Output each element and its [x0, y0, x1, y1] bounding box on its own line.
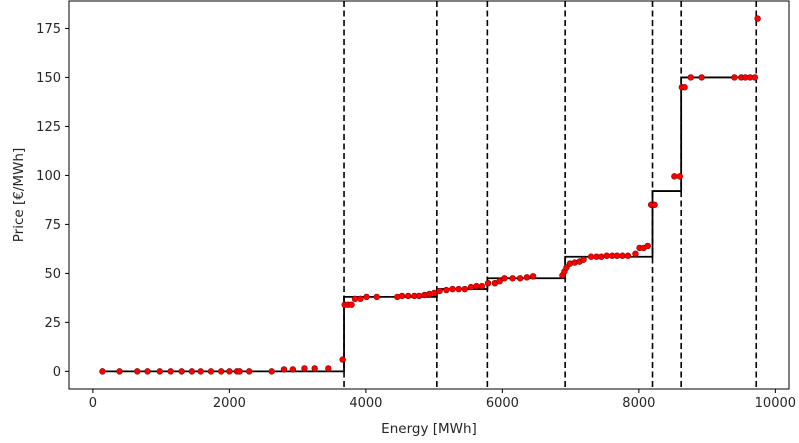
data-point [301, 365, 308, 372]
data-point [226, 368, 233, 375]
data-point [619, 252, 626, 259]
data-point [236, 368, 243, 375]
y-tick-label: 125 [36, 120, 61, 135]
data-point [351, 295, 359, 303]
data-point [116, 368, 123, 375]
axes: 0 2000 4000 6000 8000 10000 0 25 50 75 100 125 150 17… [36, 22, 796, 411]
data-point [197, 368, 204, 375]
data-point [178, 368, 185, 375]
data-point [167, 368, 174, 375]
data-point [624, 252, 632, 259]
data-point [325, 365, 332, 372]
x-tick-label: 4000 [349, 396, 382, 411]
data-point [598, 253, 605, 260]
data-point [311, 365, 318, 372]
data-point [404, 292, 412, 300]
data-point [449, 285, 456, 293]
y-tick-label: 50 [44, 267, 61, 282]
y-tick-label: 0 [53, 365, 61, 380]
data-point [245, 368, 253, 375]
x-tick-label: 2000 [213, 396, 246, 411]
data-point [339, 356, 346, 363]
data-point [587, 253, 595, 260]
y-tick-label: 150 [36, 71, 61, 86]
data-point [217, 368, 225, 375]
data-point [461, 285, 469, 293]
data-point [436, 287, 443, 295]
data-point [676, 173, 684, 180]
data-point [523, 274, 531, 281]
y-tick-label: 75 [44, 218, 61, 233]
data-point [188, 368, 196, 375]
data-point [496, 278, 503, 285]
data-point [484, 279, 492, 287]
data-point [613, 252, 621, 259]
data-point [99, 368, 106, 375]
y-tick-label: 100 [36, 169, 61, 184]
data-point [644, 242, 651, 250]
y-axis-label: Price [€/MWh] [11, 148, 27, 242]
data-point [731, 74, 738, 81]
data-point [280, 366, 288, 373]
data-point [681, 84, 688, 91]
data-point [754, 15, 761, 22]
data-point [603, 252, 610, 259]
data-point [467, 283, 475, 291]
data-point [398, 292, 406, 300]
data-point [415, 292, 423, 300]
data-point [430, 289, 438, 297]
y-tick-label: 25 [44, 316, 61, 331]
data-point [134, 368, 141, 375]
data-point [698, 74, 705, 81]
x-tick-label: 10000 [755, 396, 796, 411]
data-point [473, 282, 480, 290]
data-point [144, 368, 151, 375]
data-point [207, 368, 215, 375]
data-point [268, 368, 275, 375]
data-point [363, 293, 370, 301]
plot-frame [68, 0, 790, 390]
data-point [501, 275, 508, 282]
x-tick-label: 0 [89, 396, 97, 411]
data-point [632, 250, 639, 257]
x-axis-label: Energy [MWh] [381, 421, 477, 437]
data-point [580, 256, 587, 263]
data-point [455, 285, 462, 293]
data-point [651, 201, 658, 208]
data-point [357, 295, 364, 303]
data-point [156, 368, 163, 375]
data-point [687, 74, 694, 81]
data-point [671, 173, 678, 180]
data-point [348, 301, 355, 308]
data-point [516, 275, 524, 282]
x-tick-label: 6000 [486, 396, 519, 411]
data-point [373, 293, 380, 301]
x-tick-label: 8000 [622, 396, 655, 411]
data-point [289, 366, 297, 373]
data-point [478, 282, 486, 290]
data-point [443, 286, 450, 294]
data-point [529, 273, 537, 280]
y-tick-label: 175 [36, 22, 61, 37]
plot-marks [99, 1, 761, 389]
data-point [751, 74, 759, 81]
data-point [509, 275, 516, 282]
